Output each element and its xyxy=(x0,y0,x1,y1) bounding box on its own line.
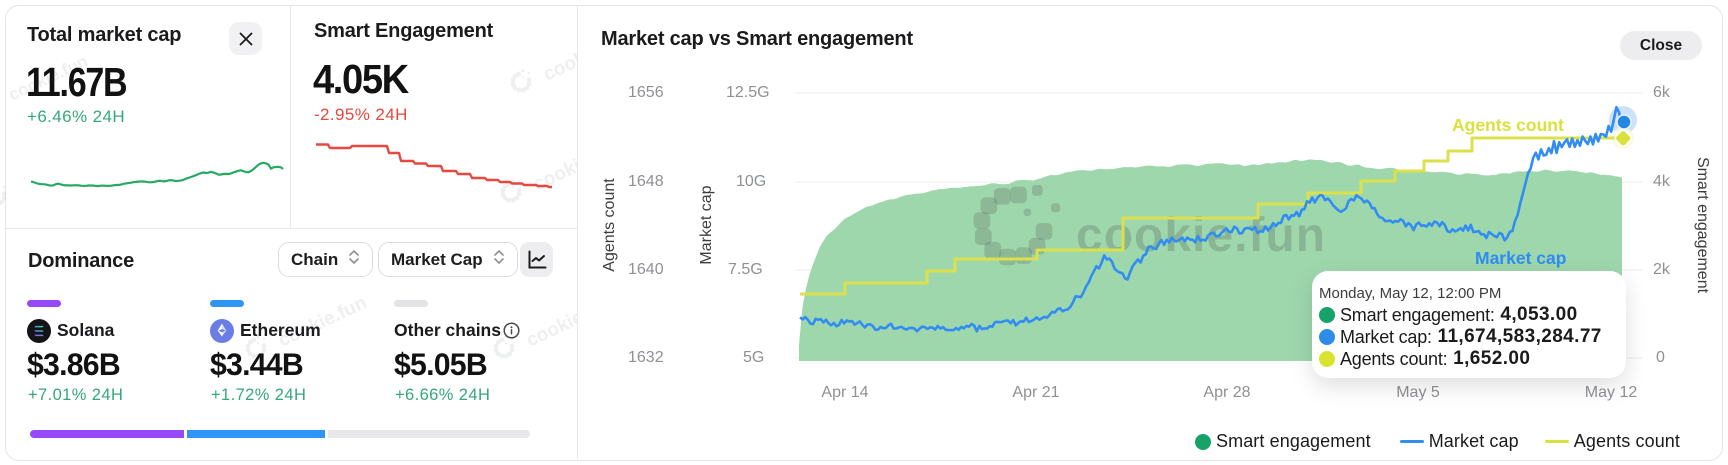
svg-text:cookie.fun: cookie.fun xyxy=(523,292,577,351)
svg-text:Market cap: Market cap xyxy=(1475,248,1566,268)
svg-text:Agents count: Agents count xyxy=(1452,115,1564,135)
